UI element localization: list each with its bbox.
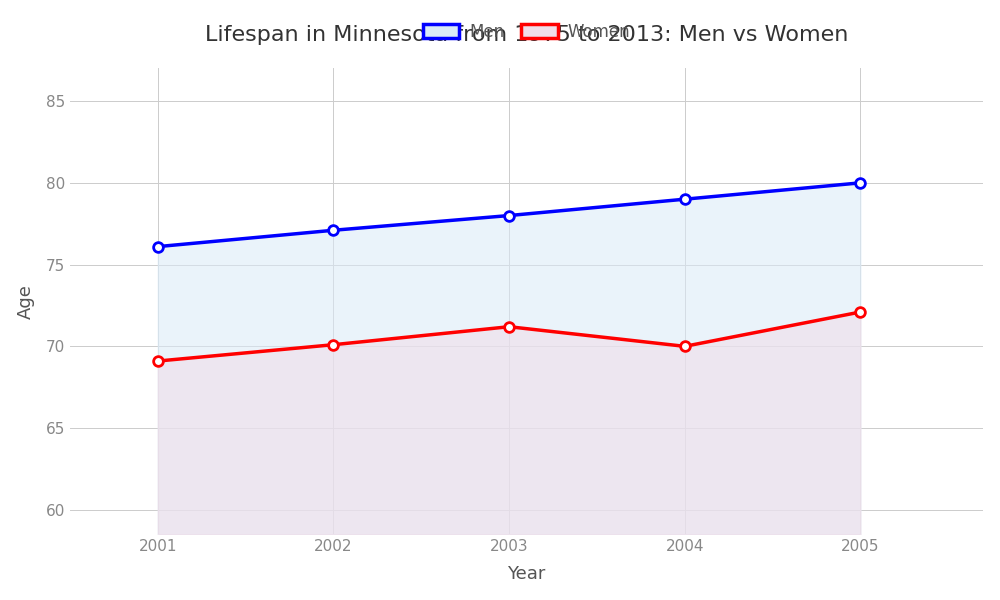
- Y-axis label: Age: Age: [17, 284, 35, 319]
- X-axis label: Year: Year: [507, 565, 546, 583]
- Legend: Men, Women: Men, Women: [416, 16, 637, 47]
- Title: Lifespan in Minnesota from 1975 to 2013: Men vs Women: Lifespan in Minnesota from 1975 to 2013:…: [205, 25, 848, 44]
